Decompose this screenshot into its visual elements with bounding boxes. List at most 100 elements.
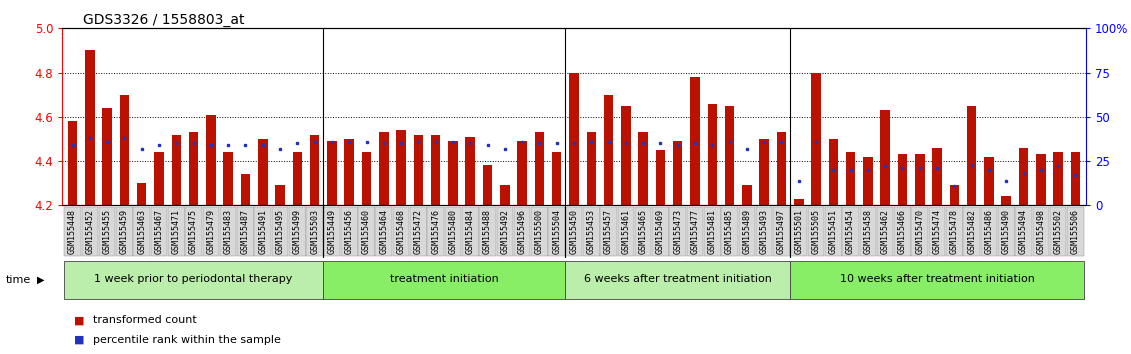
Text: GSM155464: GSM155464 <box>379 209 388 255</box>
Bar <box>1001 196 1011 205</box>
Text: GSM155480: GSM155480 <box>449 209 457 255</box>
FancyBboxPatch shape <box>774 207 789 256</box>
FancyBboxPatch shape <box>739 207 756 256</box>
FancyBboxPatch shape <box>340 207 357 256</box>
FancyBboxPatch shape <box>582 207 599 256</box>
FancyBboxPatch shape <box>1033 207 1050 256</box>
Text: GSM155502: GSM155502 <box>1054 209 1063 255</box>
FancyBboxPatch shape <box>185 207 202 256</box>
Bar <box>275 185 285 205</box>
FancyBboxPatch shape <box>219 207 236 256</box>
Bar <box>483 166 492 205</box>
Bar <box>950 185 959 205</box>
Bar <box>1071 152 1080 205</box>
FancyBboxPatch shape <box>307 207 323 256</box>
FancyBboxPatch shape <box>618 207 634 256</box>
FancyBboxPatch shape <box>359 207 374 256</box>
Text: GSM155495: GSM155495 <box>276 209 285 255</box>
Text: GSM155486: GSM155486 <box>984 209 993 255</box>
Text: GSM155470: GSM155470 <box>915 209 924 255</box>
FancyBboxPatch shape <box>860 207 877 256</box>
Text: GSM155455: GSM155455 <box>103 209 112 255</box>
FancyBboxPatch shape <box>64 261 323 299</box>
FancyBboxPatch shape <box>81 207 98 256</box>
Text: time: time <box>6 275 31 285</box>
FancyBboxPatch shape <box>653 207 668 256</box>
Bar <box>448 141 458 205</box>
Text: GSM155453: GSM155453 <box>587 209 596 255</box>
FancyBboxPatch shape <box>323 207 340 256</box>
Bar <box>414 135 423 205</box>
Bar <box>777 132 786 205</box>
Text: GSM155458: GSM155458 <box>863 209 872 255</box>
FancyBboxPatch shape <box>513 207 530 256</box>
Text: GSM155467: GSM155467 <box>155 209 164 255</box>
FancyBboxPatch shape <box>271 207 288 256</box>
FancyBboxPatch shape <box>532 207 547 256</box>
Bar <box>154 152 164 205</box>
Bar <box>466 137 475 205</box>
Text: GSM155448: GSM155448 <box>68 209 77 255</box>
FancyBboxPatch shape <box>1050 207 1067 256</box>
Bar <box>759 139 769 205</box>
Bar <box>569 73 579 205</box>
Text: GSM155468: GSM155468 <box>397 209 406 255</box>
Text: GSM155452: GSM155452 <box>85 209 94 255</box>
Bar <box>362 152 371 205</box>
Text: GSM155500: GSM155500 <box>535 209 544 255</box>
FancyBboxPatch shape <box>843 207 858 256</box>
FancyBboxPatch shape <box>238 207 253 256</box>
FancyBboxPatch shape <box>687 207 703 256</box>
Bar <box>120 95 129 205</box>
Text: GSM155479: GSM155479 <box>206 209 215 255</box>
FancyBboxPatch shape <box>808 207 824 256</box>
Bar <box>621 106 631 205</box>
Text: GSM155493: GSM155493 <box>760 209 769 255</box>
FancyBboxPatch shape <box>444 207 461 256</box>
Text: GSM155485: GSM155485 <box>725 209 734 255</box>
Text: GSM155482: GSM155482 <box>967 209 976 255</box>
Bar <box>880 110 890 205</box>
Text: GSM155449: GSM155449 <box>328 209 336 255</box>
Text: GSM155496: GSM155496 <box>518 209 527 255</box>
Bar <box>794 199 803 205</box>
Text: GSM155483: GSM155483 <box>224 209 233 255</box>
Bar <box>898 154 907 205</box>
Bar <box>638 132 648 205</box>
FancyBboxPatch shape <box>670 207 687 256</box>
FancyBboxPatch shape <box>946 207 962 256</box>
Bar <box>967 106 976 205</box>
FancyBboxPatch shape <box>929 207 946 256</box>
Text: GSM155487: GSM155487 <box>241 209 250 255</box>
Bar <box>1053 152 1063 205</box>
Bar <box>846 152 855 205</box>
Text: GSM155503: GSM155503 <box>310 209 319 255</box>
FancyBboxPatch shape <box>116 207 132 256</box>
Text: transformed count: transformed count <box>93 315 197 325</box>
Text: GSM155490: GSM155490 <box>1002 209 1011 255</box>
Text: GSM155451: GSM155451 <box>829 209 838 255</box>
FancyBboxPatch shape <box>461 207 478 256</box>
FancyBboxPatch shape <box>202 207 219 256</box>
Text: GSM155472: GSM155472 <box>414 209 423 255</box>
FancyBboxPatch shape <box>411 207 426 256</box>
Text: 1 week prior to periodontal therapy: 1 week prior to periodontal therapy <box>94 274 293 284</box>
FancyBboxPatch shape <box>480 207 495 256</box>
Bar <box>708 104 717 205</box>
FancyBboxPatch shape <box>912 207 929 256</box>
Bar <box>327 141 337 205</box>
Text: ■: ■ <box>74 335 84 345</box>
Text: GSM155481: GSM155481 <box>708 209 717 255</box>
Bar <box>431 135 440 205</box>
Bar <box>552 152 561 205</box>
Text: GSM155506: GSM155506 <box>1071 209 1080 255</box>
Bar <box>742 185 752 205</box>
FancyBboxPatch shape <box>150 207 167 256</box>
FancyBboxPatch shape <box>601 207 616 256</box>
Bar <box>915 154 924 205</box>
FancyBboxPatch shape <box>998 207 1015 256</box>
Bar <box>656 150 665 205</box>
Text: GSM155461: GSM155461 <box>621 209 630 255</box>
FancyBboxPatch shape <box>722 207 737 256</box>
FancyBboxPatch shape <box>497 207 513 256</box>
